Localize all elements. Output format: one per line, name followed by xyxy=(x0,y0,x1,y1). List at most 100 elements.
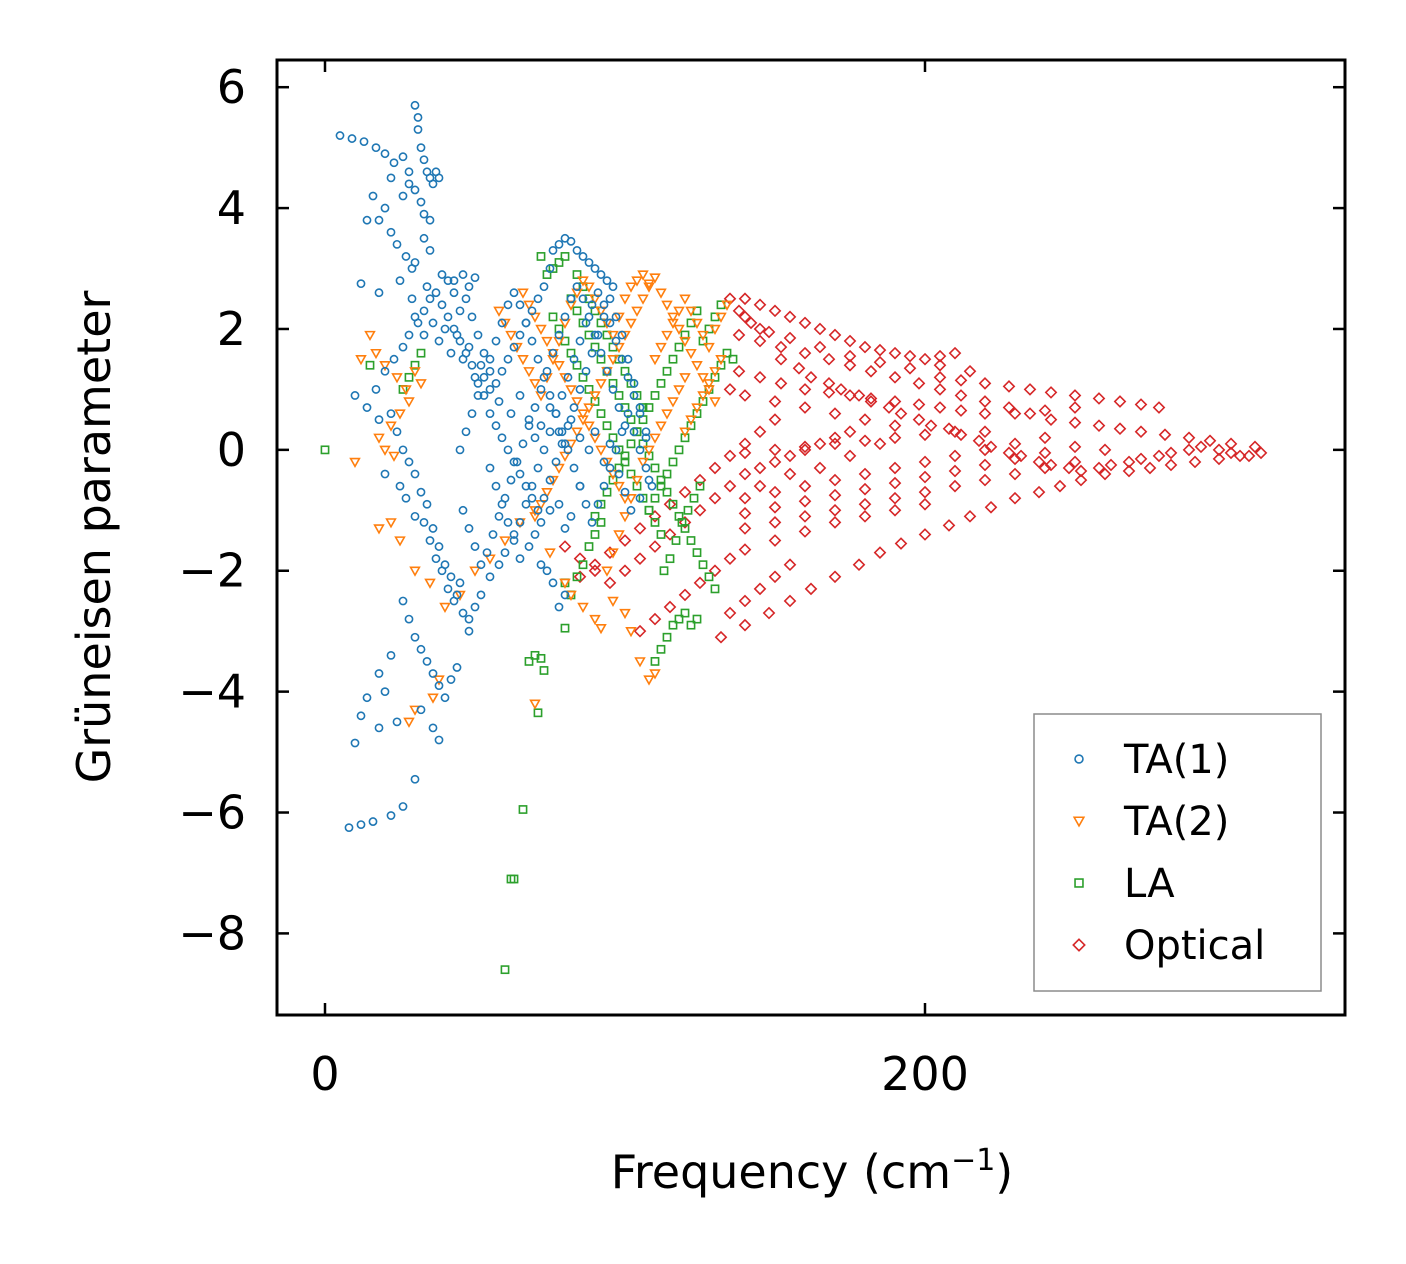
data-point-ta1 xyxy=(533,505,543,515)
data-point-ta1 xyxy=(386,650,396,660)
data-point-ta1 xyxy=(476,590,486,600)
data-point-optical xyxy=(864,392,878,405)
data-point-optical xyxy=(783,558,797,572)
data-point-ta1 xyxy=(509,536,519,545)
data-point-optical xyxy=(1038,446,1052,460)
data-point-la xyxy=(596,499,606,509)
data-point-ta1 xyxy=(587,517,597,527)
data-point-la xyxy=(644,505,654,515)
data-point-ta1 xyxy=(530,403,540,412)
data-point-ta1 xyxy=(623,372,633,382)
data-point-ta1 xyxy=(554,602,564,612)
data-point-la xyxy=(572,270,582,279)
data-point-ta1 xyxy=(386,409,396,418)
data-point-optical xyxy=(1233,449,1247,463)
data-point-ta2 xyxy=(679,294,691,305)
data-point-ta1 xyxy=(476,360,486,370)
data-point-la xyxy=(692,409,702,418)
data-point-optical xyxy=(738,292,752,306)
data-point-ta1 xyxy=(401,493,411,503)
data-point-ta1 xyxy=(419,330,429,340)
data-point-la xyxy=(632,391,642,400)
data-point-ta1 xyxy=(428,723,438,733)
data-point-optical xyxy=(693,503,707,517)
data-point-optical xyxy=(954,374,968,387)
data-point-optical xyxy=(918,485,932,499)
data-point-la xyxy=(554,324,564,334)
data-point-ta2 xyxy=(697,330,709,342)
data-point-la xyxy=(722,348,732,358)
data-point-ta2 xyxy=(613,312,625,323)
data-point-ta1 xyxy=(614,403,624,412)
data-point-optical xyxy=(1098,467,1112,481)
data-point-ta1 xyxy=(494,560,504,570)
data-point-optical xyxy=(1092,461,1106,475)
data-point-optical xyxy=(603,546,617,559)
data-point-optical xyxy=(678,588,692,602)
data-point-ta1 xyxy=(425,294,435,304)
data-point-ta1 xyxy=(356,711,366,721)
data-point-la xyxy=(548,264,558,273)
data-point-ta1 xyxy=(491,378,501,388)
data-point-ta1 xyxy=(533,294,543,304)
data-point-optical xyxy=(738,446,752,460)
data-point-ta2 xyxy=(589,614,601,626)
data-point-ta1 xyxy=(620,421,630,431)
data-point-optical xyxy=(738,467,752,481)
data-point-la xyxy=(680,433,690,443)
data-point-optical xyxy=(1182,431,1196,445)
data-point-ta2 xyxy=(613,530,625,541)
data-point-optical xyxy=(708,564,722,578)
data-point-ta1 xyxy=(593,330,603,340)
data-point-optical xyxy=(813,322,827,336)
data-point-la xyxy=(365,360,375,370)
data-point-ta1 xyxy=(410,511,420,521)
data-point-ta2 xyxy=(571,288,583,299)
data-point-optical xyxy=(1008,407,1022,420)
x-axis-ticks: 0200400600 xyxy=(310,60,969,1101)
data-point-ta2 xyxy=(577,602,589,614)
data-point-la xyxy=(536,252,546,261)
data-point-optical xyxy=(858,482,872,496)
data-point-optical xyxy=(978,458,992,472)
data-point-la xyxy=(668,620,678,630)
data-point-optical xyxy=(858,510,872,523)
data-point-ta1 xyxy=(623,354,633,364)
data-point-optical xyxy=(1254,446,1268,460)
data-point-optical xyxy=(954,428,968,442)
data-point-ta1 xyxy=(641,433,651,443)
data-point-ta1 xyxy=(545,264,555,273)
data-point-optical xyxy=(978,425,992,439)
data-point-ta1 xyxy=(557,439,567,449)
data-point-ta2 xyxy=(643,445,655,456)
data-point-la xyxy=(686,536,696,545)
data-point-optical xyxy=(708,461,722,475)
data-point-ta1 xyxy=(350,738,360,748)
data-point-optical xyxy=(1194,440,1208,454)
data-point-ta1 xyxy=(350,391,360,400)
data-point-ta1 xyxy=(425,245,435,255)
data-point-ta1 xyxy=(485,354,495,364)
data-point-optical xyxy=(1008,491,1022,505)
data-point-optical xyxy=(984,440,998,454)
data-point-ta1 xyxy=(374,415,384,425)
data-point-ta1 xyxy=(371,385,381,394)
data-point-ta2 xyxy=(697,373,709,384)
data-point-la xyxy=(632,481,642,491)
data-point-ta2 xyxy=(499,536,511,547)
data-point-ta2 xyxy=(577,276,589,287)
data-point-optical xyxy=(738,506,752,520)
data-point-ta2 xyxy=(673,385,685,396)
data-point-ta1 xyxy=(572,245,582,255)
data-point-ta1 xyxy=(605,318,615,328)
data-point-optical xyxy=(663,600,677,614)
data-point-ta1 xyxy=(500,493,510,503)
legend-marker-optical xyxy=(1072,938,1086,952)
data-point-ta1 xyxy=(485,572,495,582)
data-point-ta1 xyxy=(536,385,546,394)
data-point-ta1 xyxy=(626,505,636,515)
data-point-ta1 xyxy=(569,403,579,412)
data-point-optical xyxy=(714,630,728,644)
data-point-ta1 xyxy=(587,348,597,358)
data-point-ta1 xyxy=(419,155,429,165)
